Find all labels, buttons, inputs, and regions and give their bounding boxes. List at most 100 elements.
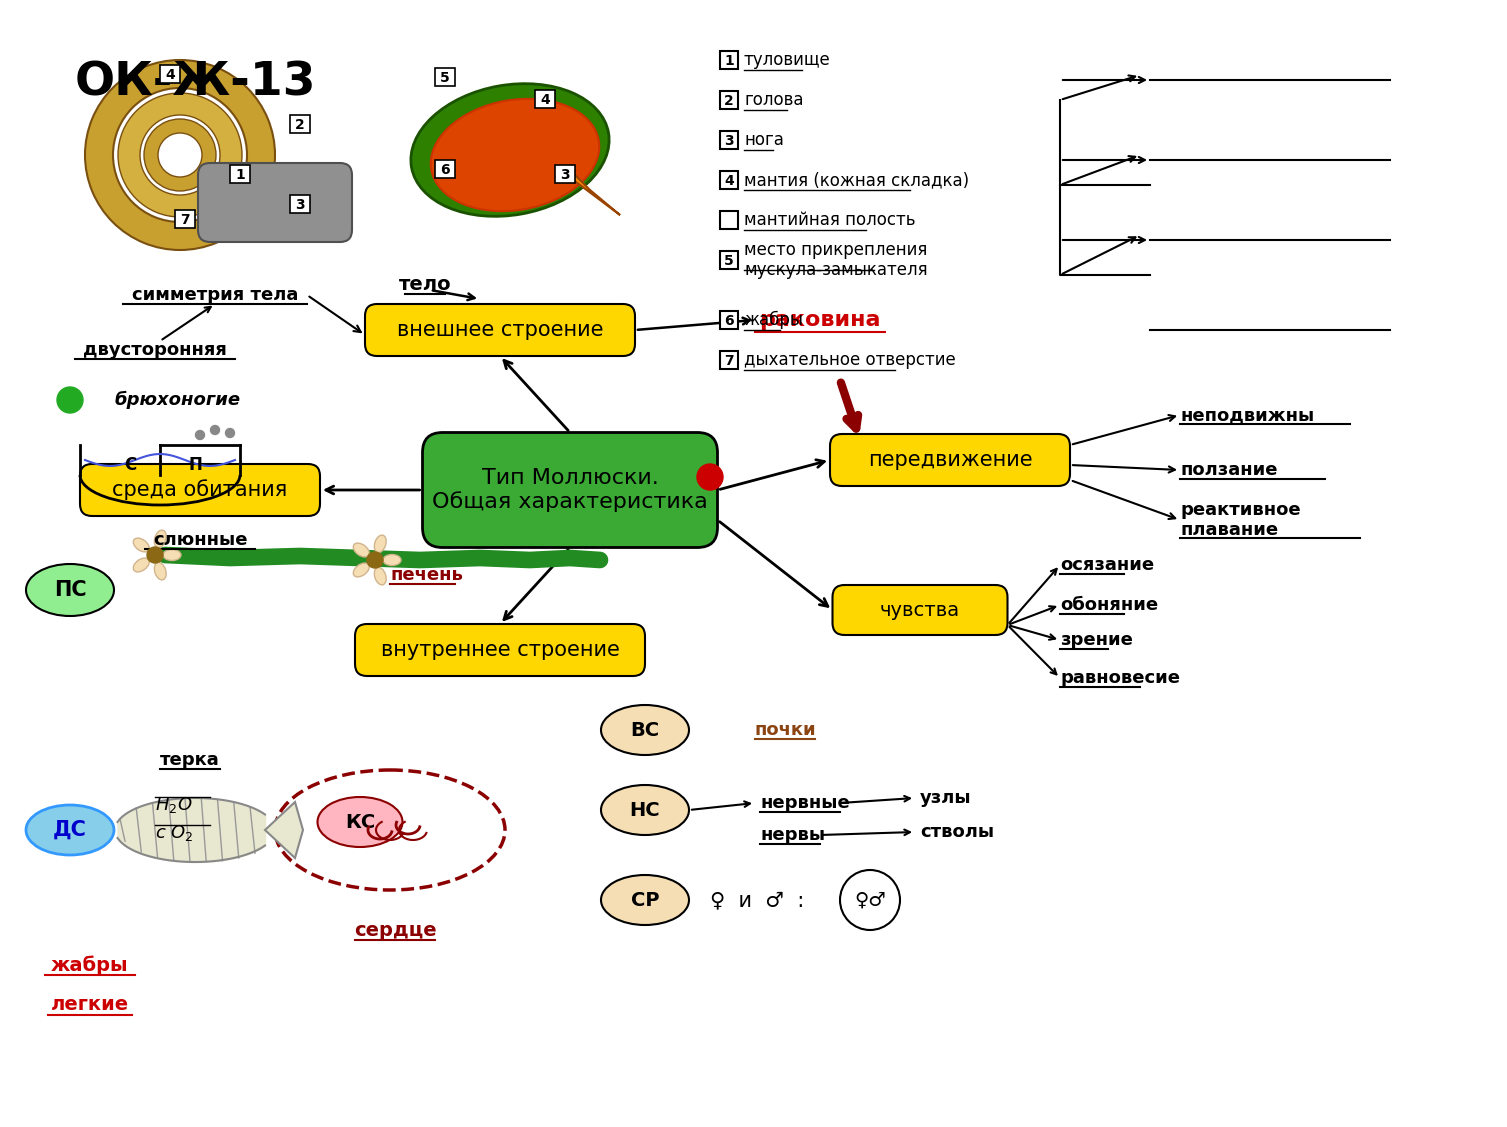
Text: С: С	[124, 456, 136, 474]
Bar	[160, 65, 179, 83]
Text: неподвижны: неподвижны	[1180, 406, 1314, 424]
Bar	[535, 90, 555, 108]
Ellipse shape	[411, 83, 609, 216]
Circle shape	[148, 547, 163, 564]
FancyBboxPatch shape	[832, 585, 1008, 635]
Text: КС: КС	[345, 813, 375, 832]
Bar	[289, 195, 310, 213]
Bar	[720, 251, 738, 269]
Text: нервные: нервные	[760, 795, 850, 811]
Ellipse shape	[26, 805, 115, 855]
Text: мантия (кожная складка): мантия (кожная складка)	[744, 171, 969, 189]
Circle shape	[839, 870, 900, 930]
Ellipse shape	[431, 99, 600, 211]
Text: Тип Моллюски.
Общая характеристика: Тип Моллюски. Общая характеристика	[433, 468, 708, 512]
Text: нервы: нервы	[760, 826, 826, 844]
Text: туловище: туловище	[744, 51, 830, 69]
Text: передвижение: передвижение	[868, 450, 1032, 470]
Ellipse shape	[154, 562, 166, 580]
Text: слюнные: слюнные	[152, 531, 247, 549]
Text: жабры: жабры	[744, 311, 803, 329]
Text: жабры: жабры	[51, 956, 128, 975]
FancyBboxPatch shape	[365, 304, 634, 356]
Ellipse shape	[353, 543, 369, 557]
Bar	[720, 211, 738, 229]
Text: мантийная полость: мантийная полость	[744, 211, 915, 229]
Text: внешнее строение: внешнее строение	[396, 320, 603, 340]
Text: ♀  и  ♂  :: ♀ и ♂ :	[710, 890, 805, 909]
Text: тело: тело	[399, 275, 451, 294]
Circle shape	[226, 428, 235, 437]
Text: двусторонняя: двусторонняя	[83, 341, 228, 360]
Ellipse shape	[374, 535, 386, 552]
Text: П: П	[188, 456, 202, 474]
Text: осязание: осязание	[1059, 556, 1154, 574]
Text: зрение: зрение	[1059, 631, 1133, 649]
Text: СР: СР	[631, 890, 659, 909]
Bar	[231, 165, 250, 183]
FancyBboxPatch shape	[356, 624, 645, 676]
Polygon shape	[265, 802, 303, 858]
Bar	[175, 210, 194, 228]
Text: ВС: ВС	[630, 720, 660, 739]
Text: голова: голова	[744, 91, 803, 109]
Text: 2: 2	[725, 94, 734, 108]
Circle shape	[211, 426, 220, 435]
Text: узлы: узлы	[919, 789, 972, 807]
Text: дыхательное отверстие: дыхательное отверстие	[744, 350, 955, 369]
Text: брюхоногие: брюхоногие	[115, 391, 241, 409]
Text: 1: 1	[725, 54, 734, 68]
Text: равновесие: равновесие	[1059, 669, 1180, 687]
Text: $c\ O_2$: $c\ O_2$	[155, 823, 194, 843]
Bar	[720, 91, 738, 109]
Text: место прикрепления
мускула-замыкателя: место прикрепления мускула-замыкателя	[744, 240, 928, 279]
Text: раковина: раковина	[760, 310, 880, 330]
Text: 1: 1	[235, 168, 244, 181]
Bar	[289, 115, 310, 133]
Ellipse shape	[318, 797, 402, 848]
Text: ПС: ПС	[54, 580, 86, 600]
FancyBboxPatch shape	[422, 433, 717, 548]
Text: 3: 3	[295, 198, 304, 212]
Bar	[436, 68, 455, 86]
Text: нога: нога	[744, 131, 784, 149]
Ellipse shape	[374, 567, 386, 585]
Bar	[720, 171, 738, 189]
Text: сердце: сердце	[354, 921, 437, 940]
Text: стволы: стволы	[919, 823, 995, 841]
Ellipse shape	[154, 530, 166, 548]
Text: $H_2O$: $H_2O$	[155, 795, 193, 815]
Ellipse shape	[601, 706, 689, 755]
Bar	[720, 350, 738, 369]
Text: 7: 7	[725, 354, 734, 369]
Polygon shape	[561, 170, 619, 215]
Circle shape	[368, 552, 383, 568]
Text: ДС: ДС	[53, 820, 87, 840]
Ellipse shape	[163, 550, 181, 560]
Ellipse shape	[133, 558, 149, 571]
Text: ползание: ползание	[1180, 461, 1278, 479]
Text: среда обитания: среда обитания	[113, 480, 288, 500]
Ellipse shape	[383, 554, 401, 566]
Text: 2: 2	[295, 118, 304, 132]
Wedge shape	[84, 60, 274, 250]
Bar	[720, 311, 738, 329]
Text: 5: 5	[440, 71, 451, 85]
Text: терка: терка	[160, 751, 220, 769]
FancyBboxPatch shape	[197, 163, 353, 242]
Ellipse shape	[601, 875, 689, 925]
Text: 4: 4	[725, 174, 734, 188]
Wedge shape	[145, 119, 216, 190]
Circle shape	[196, 431, 205, 440]
Text: 6: 6	[440, 163, 449, 177]
Bar	[436, 160, 455, 178]
Ellipse shape	[601, 786, 689, 835]
Text: ♀♂: ♀♂	[854, 890, 886, 909]
Text: печень: печень	[390, 566, 463, 584]
Text: 4: 4	[540, 94, 550, 107]
Text: симметрия тела: симметрия тела	[131, 286, 298, 304]
Text: обоняние: обоняние	[1059, 596, 1157, 614]
FancyBboxPatch shape	[830, 434, 1070, 486]
Text: почки: почки	[755, 721, 817, 739]
Ellipse shape	[26, 564, 115, 616]
